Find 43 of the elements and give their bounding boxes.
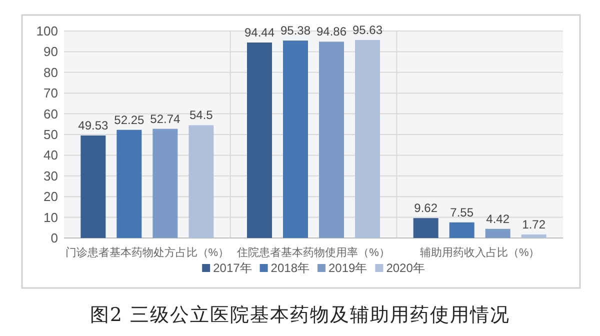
y-tick-label: 60 — [44, 106, 58, 122]
bar — [449, 222, 474, 238]
x-tick-label: 门诊患者基本药物处方占比（%） — [65, 246, 230, 259]
y-tick-label: 90 — [44, 44, 58, 60]
bar — [116, 130, 142, 238]
bar — [521, 234, 546, 238]
legend-label: 2018年 — [270, 261, 310, 275]
bar — [80, 135, 106, 238]
y-tick-label: 20 — [44, 189, 58, 204]
data-label: 95.63 — [352, 23, 383, 38]
y-tick-label: 80 — [44, 64, 58, 80]
data-label: 52.25 — [114, 112, 145, 127]
y-tick-label: 0 — [50, 230, 58, 246]
data-label: 95.38 — [280, 24, 311, 38]
data-label: 49.53 — [78, 118, 109, 132]
y-tick-label: 10 — [44, 210, 58, 225]
bar — [188, 125, 214, 238]
legend-label: 2020年 — [386, 261, 425, 275]
data-label: 54.5 — [189, 108, 214, 122]
data-label: 9.62 — [414, 201, 438, 216]
legend-label: 2017年 — [213, 261, 252, 275]
data-label: 1.72 — [522, 217, 546, 232]
bar — [152, 128, 178, 238]
legend-label: 2019年 — [328, 261, 368, 275]
data-label: 94.44 — [244, 26, 275, 40]
y-tick-label: 30 — [44, 168, 58, 184]
data-label: 4.42 — [486, 212, 510, 226]
x-tick-label: 住院患者基本药物使用率（%） — [237, 246, 390, 259]
data-label: 52.74 — [150, 112, 181, 126]
bar — [485, 228, 510, 238]
x-tick-label: 辅助用药收入占比（%） — [420, 246, 540, 259]
bar — [355, 40, 380, 238]
bar — [247, 42, 272, 238]
data-label: 94.86 — [316, 24, 347, 39]
y-tick-label: 70 — [44, 86, 58, 101]
text: 图2 三级公立医院基本药物及辅助用药使用情况 — [90, 304, 510, 326]
bar — [283, 40, 308, 238]
y-tick-label: 40 — [44, 148, 58, 163]
data-label: 7.55 — [450, 205, 474, 220]
bar — [319, 42, 344, 238]
bar — [413, 218, 438, 238]
y-tick-label: 100 — [36, 24, 58, 38]
y-tick-label: 50 — [44, 127, 58, 142]
